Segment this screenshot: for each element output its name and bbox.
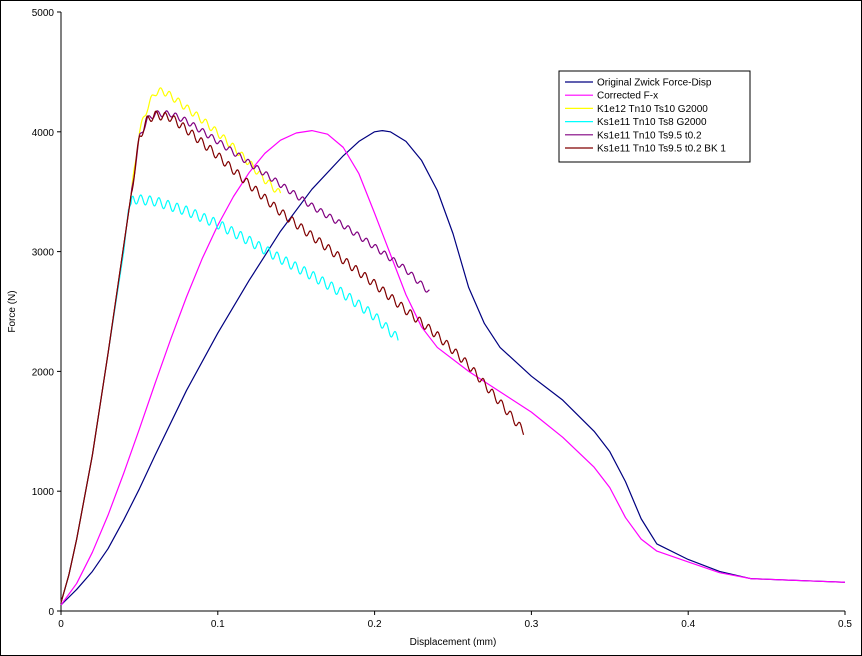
legend-entry: K1e12 Tn10 Ts10 G2000: [597, 104, 708, 115]
plot-area: [60, 12, 845, 612]
legend-entry: Original Zwick Force-Disp: [597, 78, 712, 89]
y-tick-label: 4000: [32, 128, 55, 139]
series-layer: [60, 87, 846, 606]
y-tick-label: 2000: [32, 367, 55, 378]
legend-entry: Corrected F-x: [597, 91, 658, 102]
legend-entry: Ks1e11 Tn10 Ts9.5 t0.2: [597, 130, 702, 141]
series-line: [60, 110, 430, 603]
x-tick-label: 0: [58, 619, 64, 630]
series-line: [60, 130, 846, 606]
tick-layer: 0 0.1 0.2 0.3 0.4 0.5 0 1000 2000 3000 4000 5000: [32, 8, 853, 630]
legend-box: [558, 70, 751, 163]
y-tick-label: 5000: [32, 8, 55, 19]
y-tick-label: 0: [48, 607, 54, 618]
legend-entry: Ks1e11 Tn10 Ts8 G2000: [597, 117, 707, 128]
x-tick-label: 0.5: [838, 619, 852, 630]
series-line: [60, 87, 282, 603]
y-axis-label: Force (N): [7, 290, 18, 332]
x-tick-label: 0.1: [211, 619, 225, 630]
x-tick-label: 0.3: [524, 619, 538, 630]
x-tick-label: 0.4: [681, 619, 695, 630]
x-axis-label: Displacement (mm): [410, 637, 497, 648]
legend-entry: Ks1e11 Tn10 Ts9.5 t0.2 BK 1: [597, 144, 726, 155]
series-line: [60, 110, 525, 603]
y-tick-label: 3000: [32, 248, 55, 259]
y-tick-label: 1000: [32, 487, 55, 498]
legend: Original Zwick Force-Disp Corrected F-x K1…: [558, 70, 751, 163]
x-tick-label: 0.2: [368, 619, 382, 630]
series-line: [60, 130, 846, 606]
